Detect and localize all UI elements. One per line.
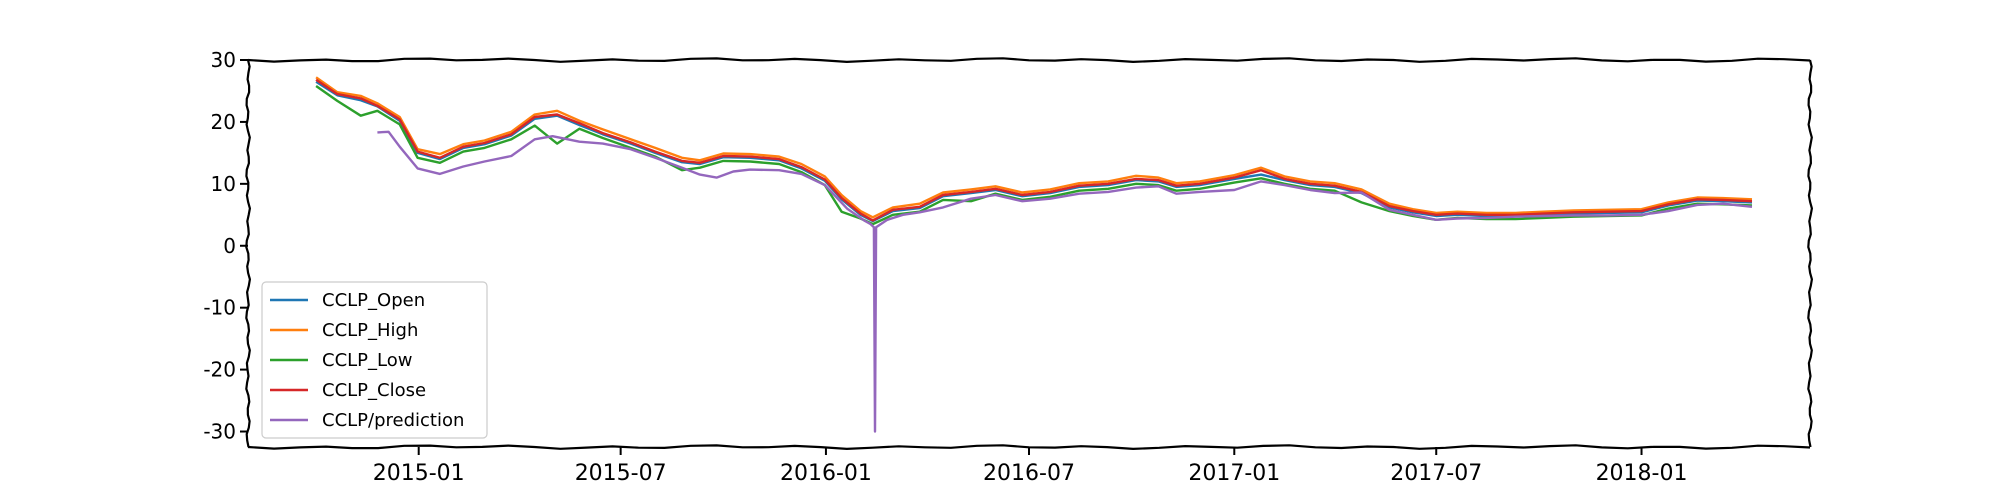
y-tick-label: 0 — [223, 234, 236, 258]
legend: CCLP_Open CCLP_High CCLP_Low CCLP_Close CCLP… — [261, 281, 488, 439]
frame-top — [247, 57, 1811, 64]
x-tick-label: 2015-07 — [575, 461, 667, 486]
x-axis: 2015-01 2015-07 2016-01 2016-07 2017-01 2017-… — [373, 447, 1688, 486]
frame-left — [245, 59, 252, 448]
y-axis: 30 20 10 0 -10 -20 -30 — [203, 48, 248, 444]
y-tick-label: 20 — [211, 110, 236, 134]
legend-label: CCLP_Close — [322, 380, 426, 401]
x-tick-label: 2016-01 — [780, 461, 872, 486]
x-tick-label: 2015-01 — [373, 461, 465, 486]
x-tick-label: 2018-01 — [1596, 461, 1688, 486]
legend-box — [261, 281, 488, 439]
x-tick-label: 2017-07 — [1390, 461, 1482, 486]
legend-label: CCLP_Open — [322, 290, 425, 311]
series-layer — [315, 76, 1753, 433]
y-tick-label: -30 — [203, 420, 236, 444]
y-tick-label: -20 — [203, 358, 236, 382]
series-line-cclp-high — [315, 76, 1753, 219]
y-tick-label: -10 — [203, 296, 236, 320]
legend-label: CCLP_Low — [322, 350, 412, 371]
legend-label: CCLP_High — [322, 320, 418, 341]
x-tick-label: 2017-01 — [1188, 461, 1280, 486]
series-line-cclp-prediction — [377, 130, 1753, 433]
series-line-cclp-close — [315, 78, 1753, 222]
y-tick-label: 30 — [211, 48, 236, 72]
series-line-cclp-low — [315, 85, 1753, 226]
frame-right — [1807, 59, 1814, 448]
x-tick-label: 2016-07 — [983, 461, 1075, 486]
legend-label: CCLP/prediction — [322, 410, 464, 431]
y-tick-label: 10 — [211, 172, 236, 196]
